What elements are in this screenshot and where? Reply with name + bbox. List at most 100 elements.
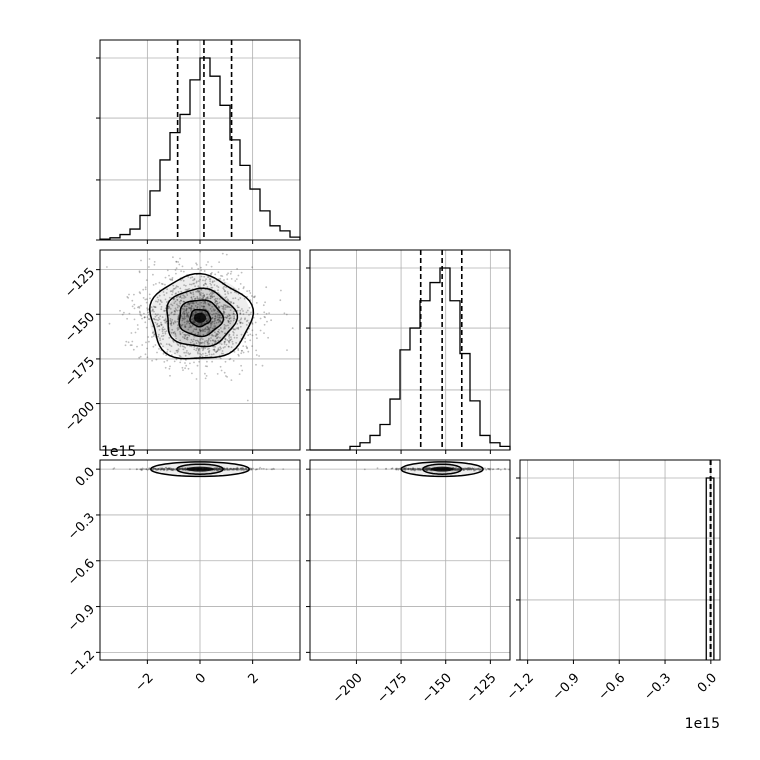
- scatter-0-point: [237, 288, 240, 290]
- scatter-0-point: [137, 306, 139, 309]
- scatter-1-point: [219, 468, 222, 471]
- scatter-1-point: [227, 468, 229, 471]
- scatter-2-point: [471, 467, 474, 469]
- scatter-0-point: [197, 349, 200, 352]
- scatter-0-point: [192, 321, 194, 323]
- scatter-0-point: [238, 373, 241, 375]
- scatter-0-point: [202, 297, 205, 299]
- scatter-2-point: [469, 467, 472, 470]
- scatter-0-point: [203, 284, 205, 286]
- scatter-0-point: [175, 272, 177, 275]
- scatter-0-point: [214, 312, 217, 315]
- scatter-0-point: [226, 291, 229, 293]
- scatter-2-point: [390, 467, 393, 470]
- scatter-1-point: [177, 468, 180, 471]
- scatter-0-point: [178, 300, 181, 303]
- scatter-0-point: [219, 327, 222, 329]
- scatter-2-point: [428, 468, 431, 471]
- scatter-0-point: [251, 323, 254, 325]
- scatter-0-point: [199, 355, 202, 358]
- histogram-2-x-tick-label: −0.6: [596, 671, 629, 704]
- scatter-0-point: [249, 313, 252, 315]
- scatter-0-point: [171, 311, 173, 314]
- scatter-2-point: [464, 468, 467, 470]
- scatter-0-point: [208, 293, 211, 296]
- scatter-0-point: [177, 316, 180, 319]
- scatter-1-point: [159, 467, 162, 470]
- scatter-2-x-tick-label: −150: [419, 671, 455, 707]
- scatter-0-point: [195, 281, 198, 284]
- scatter-0-point: [175, 286, 177, 289]
- scatter-0-point: [224, 308, 227, 310]
- scatter-2-point: [462, 469, 465, 471]
- scatter-2-point: [406, 468, 409, 471]
- scatter-0-point: [217, 271, 220, 274]
- scatter-0-point: [240, 364, 243, 367]
- scatter-0-point: [215, 299, 218, 302]
- scatter-1-point: [242, 468, 244, 471]
- scatter-2-point: [376, 467, 379, 470]
- scatter-0-point: [214, 331, 216, 334]
- scatter-0-point: [174, 300, 177, 303]
- scatter-0-point: [220, 347, 222, 350]
- scatter-0-point: [171, 279, 174, 282]
- scatter-2-point: [453, 468, 456, 471]
- scatter-0-point: [224, 327, 227, 330]
- scatter-1-point: [250, 467, 253, 470]
- scatter-1-point: [223, 468, 226, 471]
- scatter-1-point: [184, 468, 187, 470]
- scatter-0-point: [219, 315, 221, 317]
- scatter-2-point: [470, 468, 473, 470]
- scatter-0-point: [190, 325, 193, 328]
- scatter-2-point: [476, 468, 479, 470]
- scatter-0-point: [184, 334, 187, 337]
- scatter-0-point: [189, 307, 192, 310]
- scatter-0-point: [210, 337, 212, 339]
- scatter-0-point: [195, 378, 198, 380]
- scatter-2-point: [413, 469, 416, 472]
- scatter-0-point: [175, 349, 178, 352]
- scatter-0-point: [152, 331, 155, 333]
- scatter-0-point: [157, 313, 159, 316]
- scatter-0-point: [180, 279, 182, 282]
- scatter-0-point: [144, 286, 147, 289]
- scatter-0-point: [158, 318, 161, 321]
- scatter-0-point: [214, 315, 217, 318]
- scatter-0-point: [283, 312, 286, 315]
- scatter-0-point: [182, 300, 185, 303]
- scatter-0-point: [144, 321, 147, 324]
- scatter-2-point: [464, 467, 466, 469]
- scatter-0-point: [196, 323, 199, 326]
- scatter-0-point: [155, 318, 158, 321]
- scatter-1-point: [245, 468, 248, 470]
- scatter-2-point: [414, 468, 417, 471]
- scatter-2-point: [488, 467, 491, 470]
- scatter-0-point: [229, 322, 232, 325]
- scatter-0-point: [202, 349, 204, 352]
- scatter-0-point: [251, 295, 253, 297]
- scatter-0-point: [168, 337, 171, 339]
- scatter-0-point: [176, 329, 179, 331]
- scatter-0-point: [192, 302, 195, 305]
- scatter-0-point: [157, 319, 160, 322]
- scatter-0-point: [164, 332, 167, 335]
- scatter-1-point: [166, 467, 169, 470]
- scatter-1-point: [161, 467, 163, 470]
- scatter-0-point: [166, 351, 169, 353]
- scatter-0-point: [147, 318, 150, 320]
- scatter-0-point: [254, 295, 256, 298]
- scatter-0-point: [225, 324, 227, 327]
- scatter-0-point: [169, 344, 171, 346]
- scatter-1-point: [167, 469, 169, 471]
- scatter-0-point: [219, 342, 221, 345]
- scatter-0-point: [170, 322, 173, 324]
- scatter-0-point: [205, 314, 208, 317]
- scatter-0-point: [181, 345, 184, 348]
- scatter-0-point: [189, 324, 192, 327]
- scatter-0-point: [170, 324, 173, 327]
- scatter-2-point: [457, 468, 460, 471]
- scatter-0-point: [285, 313, 288, 316]
- scatter-0-point: [263, 315, 266, 318]
- scatter-2-point: [484, 467, 486, 470]
- scatter-0-point: [199, 330, 202, 333]
